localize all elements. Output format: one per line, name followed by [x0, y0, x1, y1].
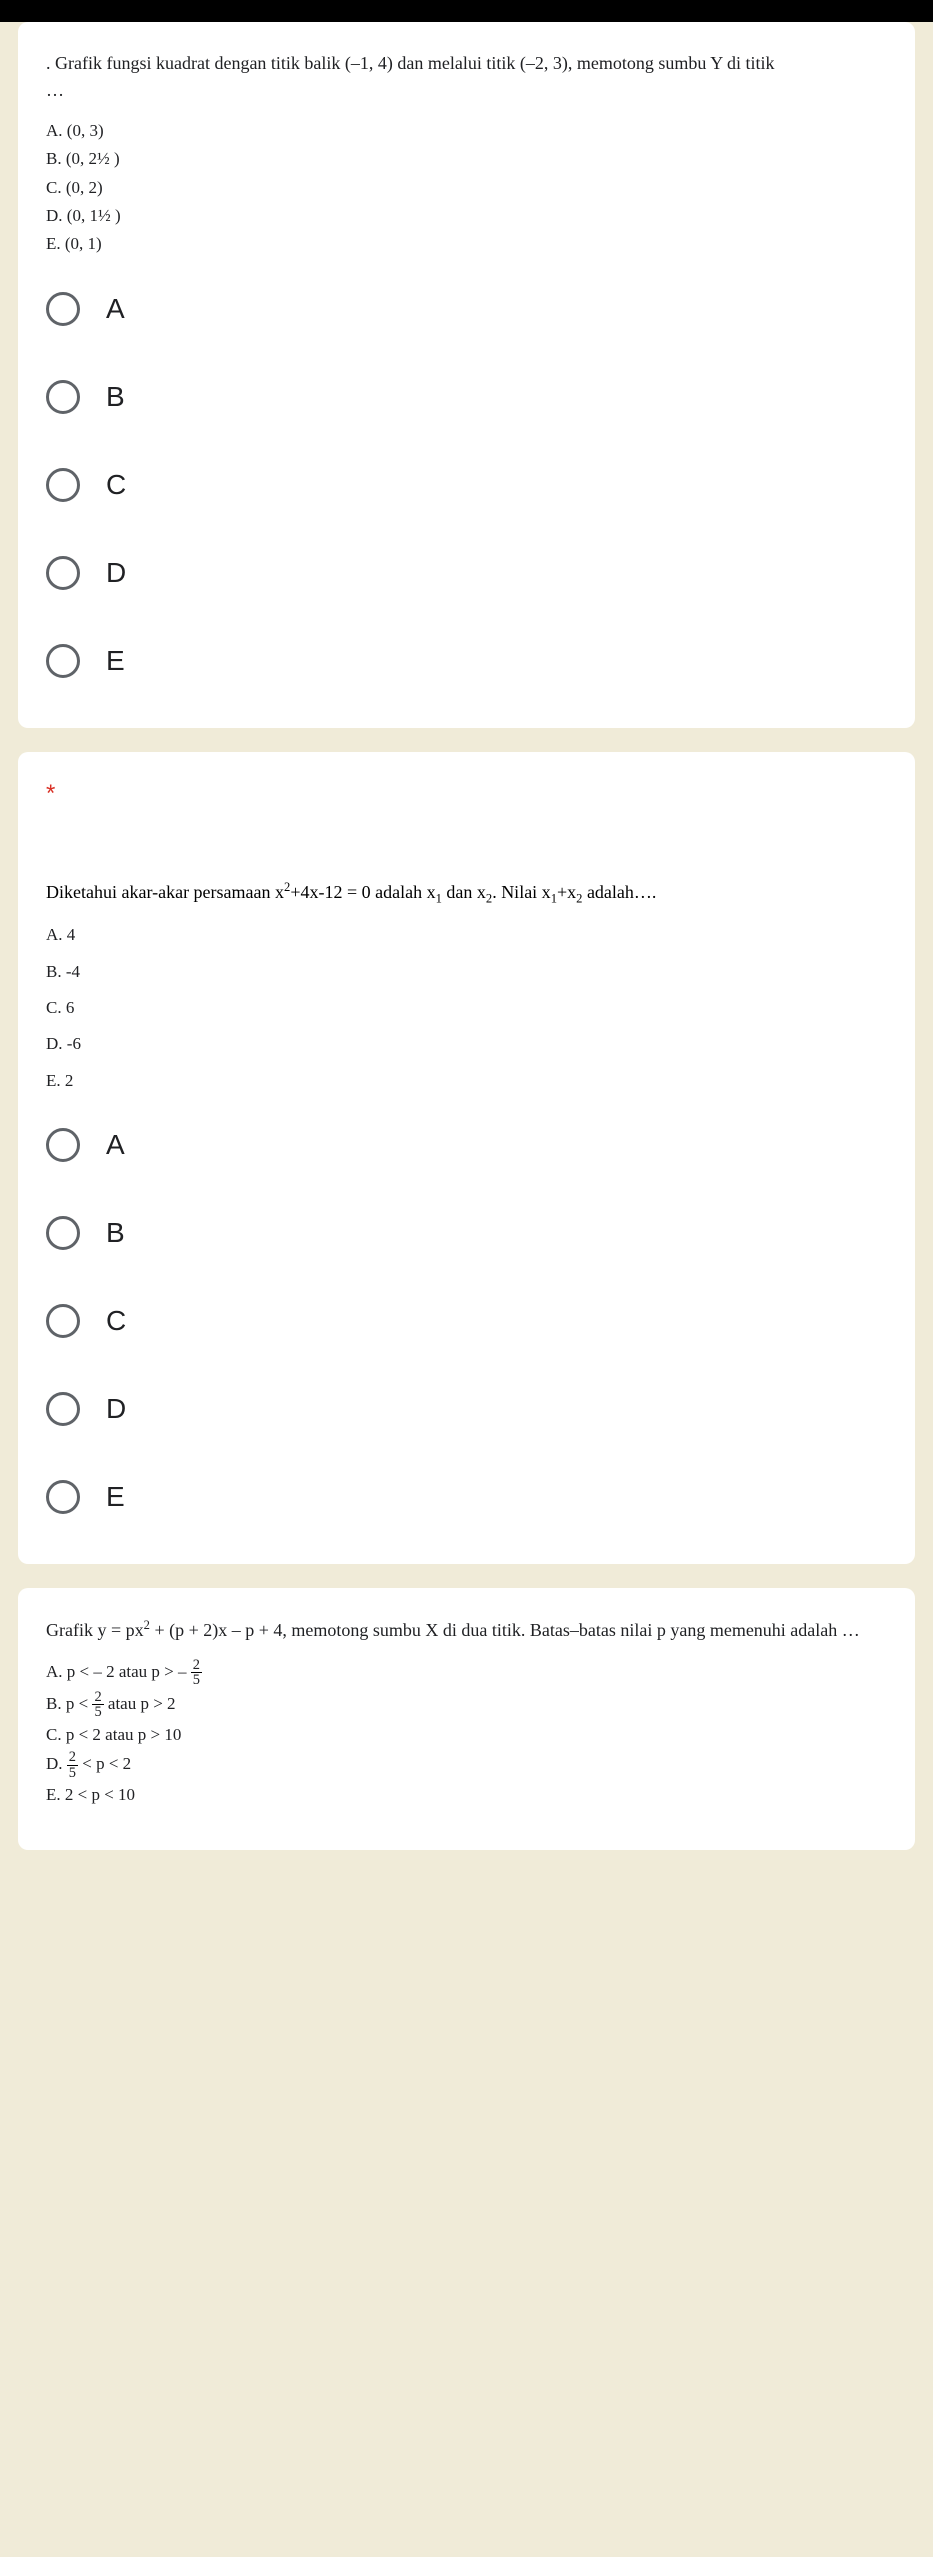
q2-radio-d[interactable]: D: [46, 1392, 887, 1426]
fraction-icon: 25: [92, 1690, 103, 1720]
question-1-text: . Grafik fungsi kuadrat dengan titik bal…: [46, 50, 887, 104]
radio-icon: [46, 1128, 80, 1162]
q1-prompt: Grafik fungsi kuadrat dengan titik balik…: [55, 53, 775, 73]
q2-choice-d: D. -6: [46, 1031, 887, 1057]
q3-choice-c: C. p < 2 atau p > 10: [46, 1722, 887, 1748]
question-3-text: Grafik y = px2 + (p + 2)x – p + 4, memot…: [46, 1616, 887, 1644]
q1-radio-e[interactable]: E: [46, 644, 887, 678]
radio-icon: [46, 468, 80, 502]
question-2-text: Diketahui akar-akar persamaan x2+4x-12 =…: [46, 878, 887, 908]
q2-radio-c[interactable]: C: [46, 1304, 887, 1338]
radio-label: A: [106, 1129, 125, 1161]
q1-answer-text-block: A. (0, 3) B. (0, 2½ ) C. (0, 2) D. (0, 1…: [46, 118, 887, 258]
q2-choice-a: A. 4: [46, 922, 887, 948]
radio-label: C: [106, 469, 126, 501]
q2-prompt-part: adalah….: [582, 882, 656, 902]
q3-b-pre: B. p <: [46, 1694, 92, 1713]
q2-choice-b: B. -4: [46, 959, 887, 985]
radio-label: E: [106, 645, 125, 677]
fraction-icon: 25: [67, 1750, 78, 1780]
radio-label: A: [106, 293, 125, 325]
q3-choice-e: E. 2 < p < 10: [46, 1782, 887, 1808]
q3-d-pre: D.: [46, 1754, 67, 1773]
q1-leading-mark: .: [46, 53, 51, 73]
q1-choice-c: C. (0, 2): [46, 175, 887, 201]
radio-icon: [46, 1392, 80, 1426]
question-card-3: Grafik y = px2 + (p + 2)x – p + 4, memot…: [18, 1588, 915, 1850]
q2-prompt-part: Diketahui akar-akar persamaan x: [46, 882, 284, 902]
radio-label: D: [106, 1393, 126, 1425]
q1-radio-c[interactable]: C: [46, 468, 887, 502]
q1-choice-a: A. (0, 3): [46, 118, 887, 144]
radio-icon: [46, 1216, 80, 1250]
radio-label: C: [106, 1305, 126, 1337]
q2-choice-c: C. 6: [46, 995, 887, 1021]
q2-answer-text-block: A. 4 B. -4 C. 6 D. -6 E. 2: [46, 922, 887, 1094]
radio-icon: [46, 1480, 80, 1514]
radio-icon: [46, 556, 80, 590]
q1-ellipsis: …: [46, 77, 887, 104]
q1-radio-a[interactable]: A: [46, 292, 887, 326]
q2-prompt-part: +x: [557, 882, 576, 902]
radio-icon: [46, 380, 80, 414]
fraction-icon: 25: [191, 1658, 202, 1688]
q3-choice-a: A. p < – 2 atau p > – 25: [46, 1658, 887, 1688]
radio-label: E: [106, 1481, 125, 1513]
required-indicator: *: [46, 780, 887, 808]
radio-icon: [46, 1304, 80, 1338]
q3-answer-text-block: A. p < – 2 atau p > – 25 B. p < 25 atau …: [46, 1658, 887, 1808]
q3-prompt-part: Grafik y = px: [46, 1620, 144, 1640]
q1-choice-d: D. (0, 1½ ): [46, 203, 887, 229]
radio-icon: [46, 292, 80, 326]
q1-choice-e: E. (0, 1): [46, 231, 887, 257]
q3-choice-d: D. 25 < p < 2: [46, 1750, 887, 1780]
q2-radio-e[interactable]: E: [46, 1480, 887, 1514]
window-topbar: [0, 0, 933, 22]
q2-prompt-part: . Nilai x: [492, 882, 551, 902]
q1-radio-d[interactable]: D: [46, 556, 887, 590]
radio-label: B: [106, 381, 125, 413]
q2-radio-group: A B C D E: [46, 1128, 887, 1514]
q2-radio-b[interactable]: B: [46, 1216, 887, 1250]
radio-label: D: [106, 557, 126, 589]
q3-d-post: < p < 2: [78, 1754, 131, 1773]
q1-radio-group: A B C D E: [46, 292, 887, 678]
radio-icon: [46, 644, 80, 678]
q3-prompt-part: + (p + 2)x – p + 4, memotong sumbu X di …: [150, 1620, 860, 1640]
question-card-2: * Diketahui akar-akar persamaan x2+4x-12…: [18, 752, 915, 1564]
q1-choice-b: B. (0, 2½ ): [46, 146, 887, 172]
q2-prompt-part: dan x: [442, 882, 486, 902]
q1-radio-b[interactable]: B: [46, 380, 887, 414]
radio-label: B: [106, 1217, 125, 1249]
q2-prompt-part: +4x-12 = 0 adalah x: [290, 882, 435, 902]
question-card-1: . Grafik fungsi kuadrat dengan titik bal…: [18, 22, 915, 728]
q3-a-pre: A. p < – 2 atau p > –: [46, 1662, 191, 1681]
q2-choice-e: E. 2: [46, 1068, 887, 1094]
q2-radio-a[interactable]: A: [46, 1128, 887, 1162]
q3-b-post: atau p > 2: [104, 1694, 176, 1713]
q3-choice-b: B. p < 25 atau p > 2: [46, 1690, 887, 1720]
